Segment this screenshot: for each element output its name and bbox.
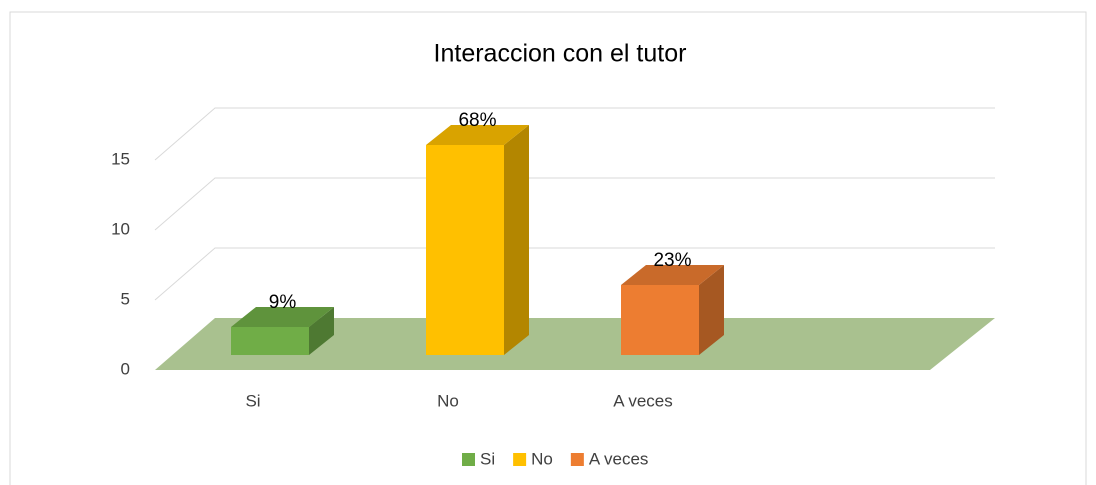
grid-line bbox=[154, 107, 995, 161]
bar bbox=[621, 285, 699, 355]
bar-side bbox=[699, 265, 724, 355]
legend-label: No bbox=[531, 449, 553, 468]
legend-label: Si bbox=[480, 449, 495, 468]
x-tick-label: Si bbox=[245, 391, 260, 410]
data-label: 23% bbox=[653, 250, 691, 271]
legend-label: A veces bbox=[589, 449, 649, 468]
bar-top bbox=[231, 307, 334, 327]
x-tick-label: No bbox=[437, 391, 459, 410]
floor bbox=[155, 318, 995, 370]
data-label: 9% bbox=[269, 292, 297, 313]
y-tick-label: 15 bbox=[111, 149, 130, 168]
grid-line bbox=[154, 247, 995, 301]
legend-swatch bbox=[570, 453, 584, 466]
y-tick-label: 5 bbox=[121, 289, 130, 308]
legend-swatch bbox=[513, 453, 527, 466]
y-tick-label: 10 bbox=[111, 219, 130, 238]
y-tick-label: 0 bbox=[121, 359, 130, 378]
x-tick-label: A veces bbox=[613, 391, 673, 410]
chart-title: Interaccion con el tutor bbox=[434, 40, 687, 68]
bar bbox=[426, 145, 504, 355]
bar-side bbox=[309, 307, 334, 355]
data-label: 68% bbox=[458, 110, 496, 131]
bar-top bbox=[621, 265, 724, 285]
grid-line bbox=[154, 177, 995, 231]
bar-side bbox=[504, 125, 529, 355]
bar bbox=[231, 327, 309, 355]
legend-swatch bbox=[462, 453, 475, 466]
bar-top bbox=[426, 125, 529, 145]
